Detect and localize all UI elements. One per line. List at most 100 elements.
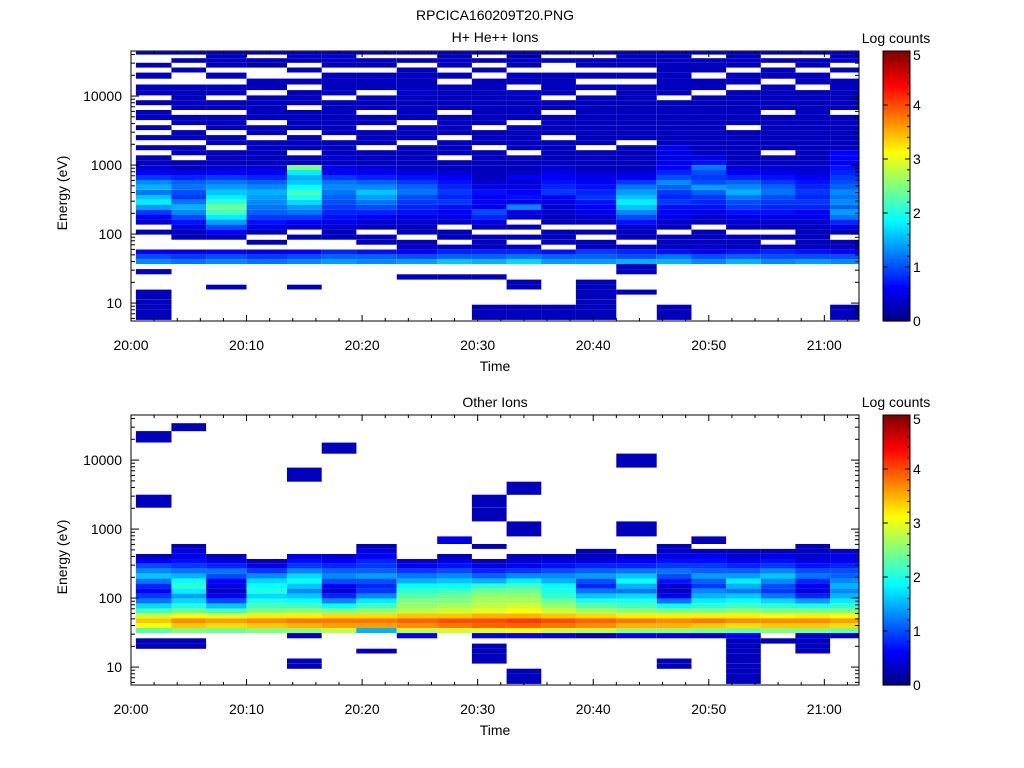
spectrogram-cell [246,140,287,146]
spectrogram-cell [726,135,761,141]
spectrogram-cell [830,623,859,628]
spectrogram-cell [206,554,247,559]
spectrogram-cell [321,209,357,215]
spectrogram-cell [795,254,831,260]
spectrogram-cell [171,608,207,614]
colorbar-segment [883,109,910,113]
spectrogram-cell [135,155,172,161]
spectrogram-cell [726,95,761,101]
spectrogram-cell [656,135,692,141]
spectrogram-cell [396,90,438,96]
spectrogram-cell [795,573,831,579]
colorbar: 0 1 2 3 4 5 [882,411,921,693]
spectrogram-cell [760,120,796,126]
spectrogram-cell [471,608,507,614]
colorbar-segment [883,552,910,556]
spectrogram-cell [691,633,727,639]
spectrogram-cell [396,274,438,280]
spectrogram-cell [206,72,247,79]
spectrogram-cell [656,105,692,110]
colorbar-segment [883,624,910,628]
spectrogram-cell [506,78,542,85]
spectrogram-cell [471,583,507,589]
spectrogram-cell [246,195,287,200]
colorbar-segment [883,619,910,623]
spectrogram-cell [246,583,287,589]
spectrogram-cell [691,259,727,264]
spectrogram-cell [760,125,796,131]
spectrogram-cell [471,633,507,639]
spectrogram-cell [575,190,617,195]
colorbar-segment [883,192,910,196]
spectrogram-cell [795,563,831,569]
spectrogram-cell [471,160,507,166]
spectrogram-cell [437,160,472,166]
colorbar-tick-label: 1 [913,623,921,639]
colorbar-segment [883,190,910,194]
spectrogram-cell [396,209,438,215]
spectrogram-cell [287,588,322,594]
spectrogram-cell [321,593,357,599]
colorbar-segment [883,170,910,174]
spectrogram-cell [656,304,692,310]
spectrogram-cell [471,234,507,240]
spectrogram-cell [321,100,357,106]
spectrogram-cell [506,224,542,230]
spectrogram-cell [795,249,831,255]
spectrogram-cell [726,100,761,106]
spectrogram-cell [171,593,207,599]
colorbar-segment [883,262,910,266]
spectrogram-cell [726,209,761,215]
spectrogram-cell [437,229,472,235]
spectrogram-cell [541,209,576,215]
spectrogram-cell [471,224,507,230]
spectrogram-cell [437,62,472,68]
colorbar-segment [883,244,910,248]
spectrogram-cell [471,653,507,659]
spectrogram-cell [506,583,542,589]
spectrogram-cell [616,170,657,175]
spectrogram-cell [246,199,287,205]
spectrogram-cell [830,199,859,205]
spectrogram-cell [321,583,357,589]
spectrogram-cell [171,554,207,559]
colorbar-segment [883,660,910,664]
spectrogram-cell [135,160,172,166]
spectrogram-cell [506,623,542,628]
spectrogram-cell [691,229,727,235]
spectrogram-cell [830,175,859,180]
spectrogram-cell [616,160,657,166]
spectrogram-cell [616,204,657,210]
spectrogram-cell [171,259,207,264]
colorbar-segment [883,606,910,610]
spectrogram-cell [541,214,576,220]
colorbar-segment [883,547,910,551]
spectrogram-cell [541,578,576,584]
colorbar-segment [883,165,910,169]
spectrogram-cell [830,633,859,639]
spectrogram-cell [691,78,727,85]
spectrogram-cell [760,58,796,63]
spectrogram-cell [396,199,438,205]
spectrogram-cell [691,114,727,121]
spectrogram-cell [396,603,438,609]
colorbar-segment [883,554,910,558]
spectrogram-cell [506,559,542,564]
spectrogram-cell [135,249,172,255]
colorbar-segment [883,181,910,185]
colorbar-tick-label: 1 [913,259,921,275]
spectrogram-cell [726,214,761,220]
spectrogram-cell [691,613,727,619]
spectrogram-cell [356,613,397,619]
spectrogram-cell [321,259,357,264]
spectrogram-cell [795,593,831,599]
spectrogram-cell [396,105,438,110]
spectrogram-cell [616,100,657,106]
colorbar-segment [883,642,910,646]
colorbar-segment [883,60,910,63]
spectrogram-cell [830,309,859,315]
colorbar-segment [883,610,910,614]
spectrogram-cell [616,219,657,225]
spectrogram-cell [506,100,542,106]
spectrogram-cell [506,608,542,614]
